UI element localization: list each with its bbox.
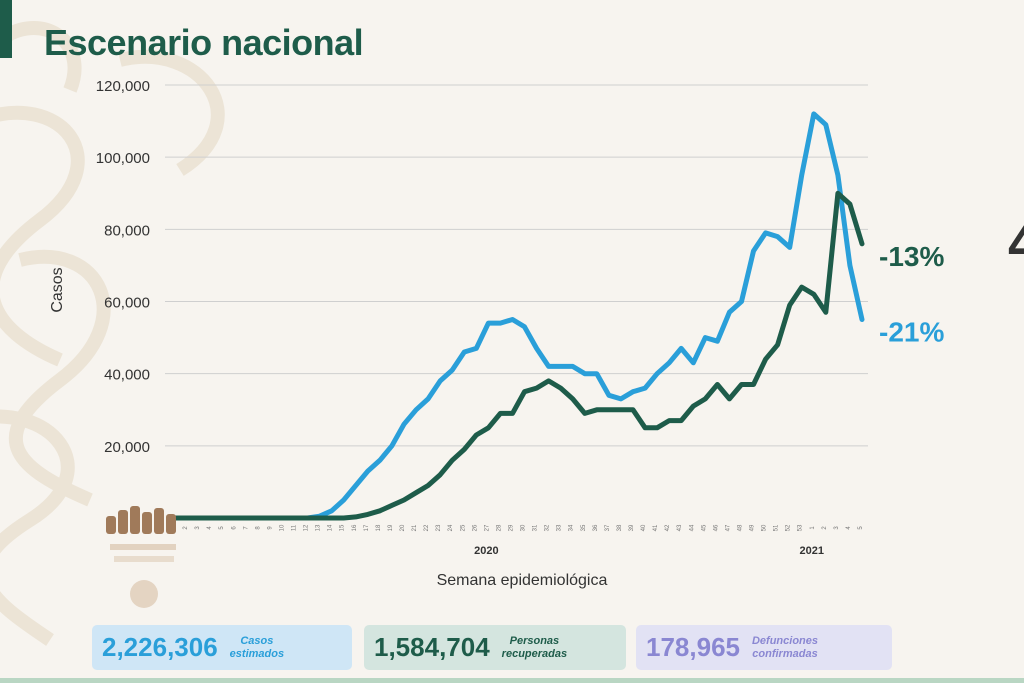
x-tick-label: 44: [689, 524, 695, 531]
x-tick-label: 18: [376, 524, 382, 531]
x-tick-label: 48: [737, 524, 743, 531]
y-axis-ticks: 20,000 40,000 60,000 80,000 100,000 120,000: [96, 78, 150, 456]
x-tick-label: 8: [255, 526, 261, 530]
x-tick-label: 24: [448, 524, 454, 531]
x-tick-label: 12: [304, 524, 310, 531]
y-tick-label: 120,000: [96, 78, 150, 95]
stat-value: 178,965: [646, 632, 740, 662]
x-tick-label: 27: [484, 524, 490, 531]
x-axis-title: Semana epidemiológica: [437, 572, 608, 589]
x-tick-label: 5: [219, 526, 225, 530]
y-tick-label: 80,000: [104, 222, 150, 239]
stat-label: Personas recuperadas: [501, 634, 568, 660]
series-end-labels: -21% -13%: [879, 241, 944, 348]
x-tick-label: 23: [436, 524, 442, 531]
x-tick-label: 29: [508, 524, 514, 531]
y-tick-label: 20,000: [104, 439, 150, 456]
x-tick-label: 2: [822, 526, 828, 530]
x-tick-label: 53: [798, 524, 804, 531]
x-tick-label: 45: [701, 524, 707, 531]
x-tick-label: 11: [292, 524, 298, 531]
x-tick-label: 4: [846, 526, 852, 530]
y-axis-title: Casos: [49, 267, 66, 312]
x-tick-label: 42: [665, 524, 671, 531]
x-tick-label: 25: [460, 524, 466, 531]
y-tick-label: 60,000: [104, 295, 150, 312]
x-axis-year-labels: 2020 2021: [474, 545, 824, 557]
x-tick-label: 38: [617, 524, 623, 531]
x-tick-label: 47: [725, 524, 731, 531]
y-tick-label: 100,000: [96, 150, 150, 167]
x-tick-label: 43: [677, 524, 683, 531]
series-end-label: -13%: [879, 241, 944, 272]
chart-gridlines: [165, 84, 868, 447]
stat-label: Casos estimados: [229, 634, 285, 660]
x-tick-label: 22: [424, 524, 430, 531]
stat-value: 2,226,306: [102, 632, 218, 662]
stat-estimated-cases: 2,226,306 Casos estimados: [92, 625, 352, 670]
year-label: 2020: [474, 545, 498, 557]
x-tick-label: 32: [545, 524, 551, 531]
series-end-label: -21%: [879, 317, 944, 348]
stat-confirmed-deaths: 178,965 Defunciones confirmadas: [636, 625, 892, 670]
x-tick-label: 41: [653, 524, 659, 531]
year-label: 2021: [800, 545, 824, 557]
x-tick-label: 26: [472, 524, 478, 531]
x-tick-label: 10: [279, 524, 285, 531]
x-tick-label: 46: [713, 524, 719, 531]
x-tick-label: 39: [629, 524, 635, 531]
x-tick-label: 35: [581, 524, 587, 531]
x-tick-label: 2: [183, 526, 189, 530]
series-line-1: [172, 190, 865, 521]
x-tick-label: 9: [267, 526, 273, 530]
x-tick-label: 14: [328, 524, 334, 531]
x-tick-label: 51: [774, 524, 780, 531]
x-tick-label: 17: [364, 524, 370, 531]
stat-value: 1,584,704: [374, 632, 490, 662]
x-tick-label: 50: [762, 524, 768, 531]
x-tick-label: 33: [557, 524, 563, 531]
series-line-0: [172, 111, 865, 521]
x-tick-label: 21: [412, 524, 418, 531]
x-tick-label: 20: [400, 524, 406, 531]
chart-series: [172, 111, 865, 521]
x-tick-label: 6: [231, 526, 237, 530]
cropped-glyph: 4: [1008, 211, 1024, 274]
x-tick-label: 28: [496, 524, 502, 531]
x-tick-label: 52: [786, 524, 792, 531]
x-tick-label: 16: [352, 524, 358, 531]
corner-accent-bar: [0, 0, 12, 58]
x-tick-label: 36: [593, 524, 599, 531]
x-tick-label: 30: [521, 524, 527, 531]
bottom-divider: [0, 678, 1024, 683]
y-tick-label: 40,000: [104, 367, 150, 384]
x-tick-label: 1: [810, 526, 816, 530]
stat-label: Defunciones confirmadas: [751, 634, 818, 660]
x-tick-label: 5: [858, 526, 864, 530]
x-axis-ticks: 1234567891011121314151617181920212223242…: [171, 524, 864, 531]
x-tick-label: 49: [750, 524, 756, 531]
x-tick-label: 31: [533, 524, 539, 531]
x-tick-label: 37: [605, 524, 611, 531]
x-tick-label: 40: [641, 524, 647, 531]
x-tick-label: 13: [316, 524, 322, 531]
x-tick-label: 4: [207, 526, 213, 530]
x-tick-label: 19: [388, 524, 394, 531]
x-tick-label: 3: [195, 526, 201, 530]
x-tick-label: 34: [569, 524, 575, 531]
stat-recovered: 1,584,704 Personas recuperadas: [364, 625, 626, 670]
page-title: Escenario nacional: [44, 22, 364, 63]
x-tick-label: 7: [243, 526, 249, 530]
government-logo-illustration: [106, 506, 176, 608]
x-tick-label: 3: [834, 526, 840, 530]
x-tick-label: 15: [340, 524, 346, 531]
